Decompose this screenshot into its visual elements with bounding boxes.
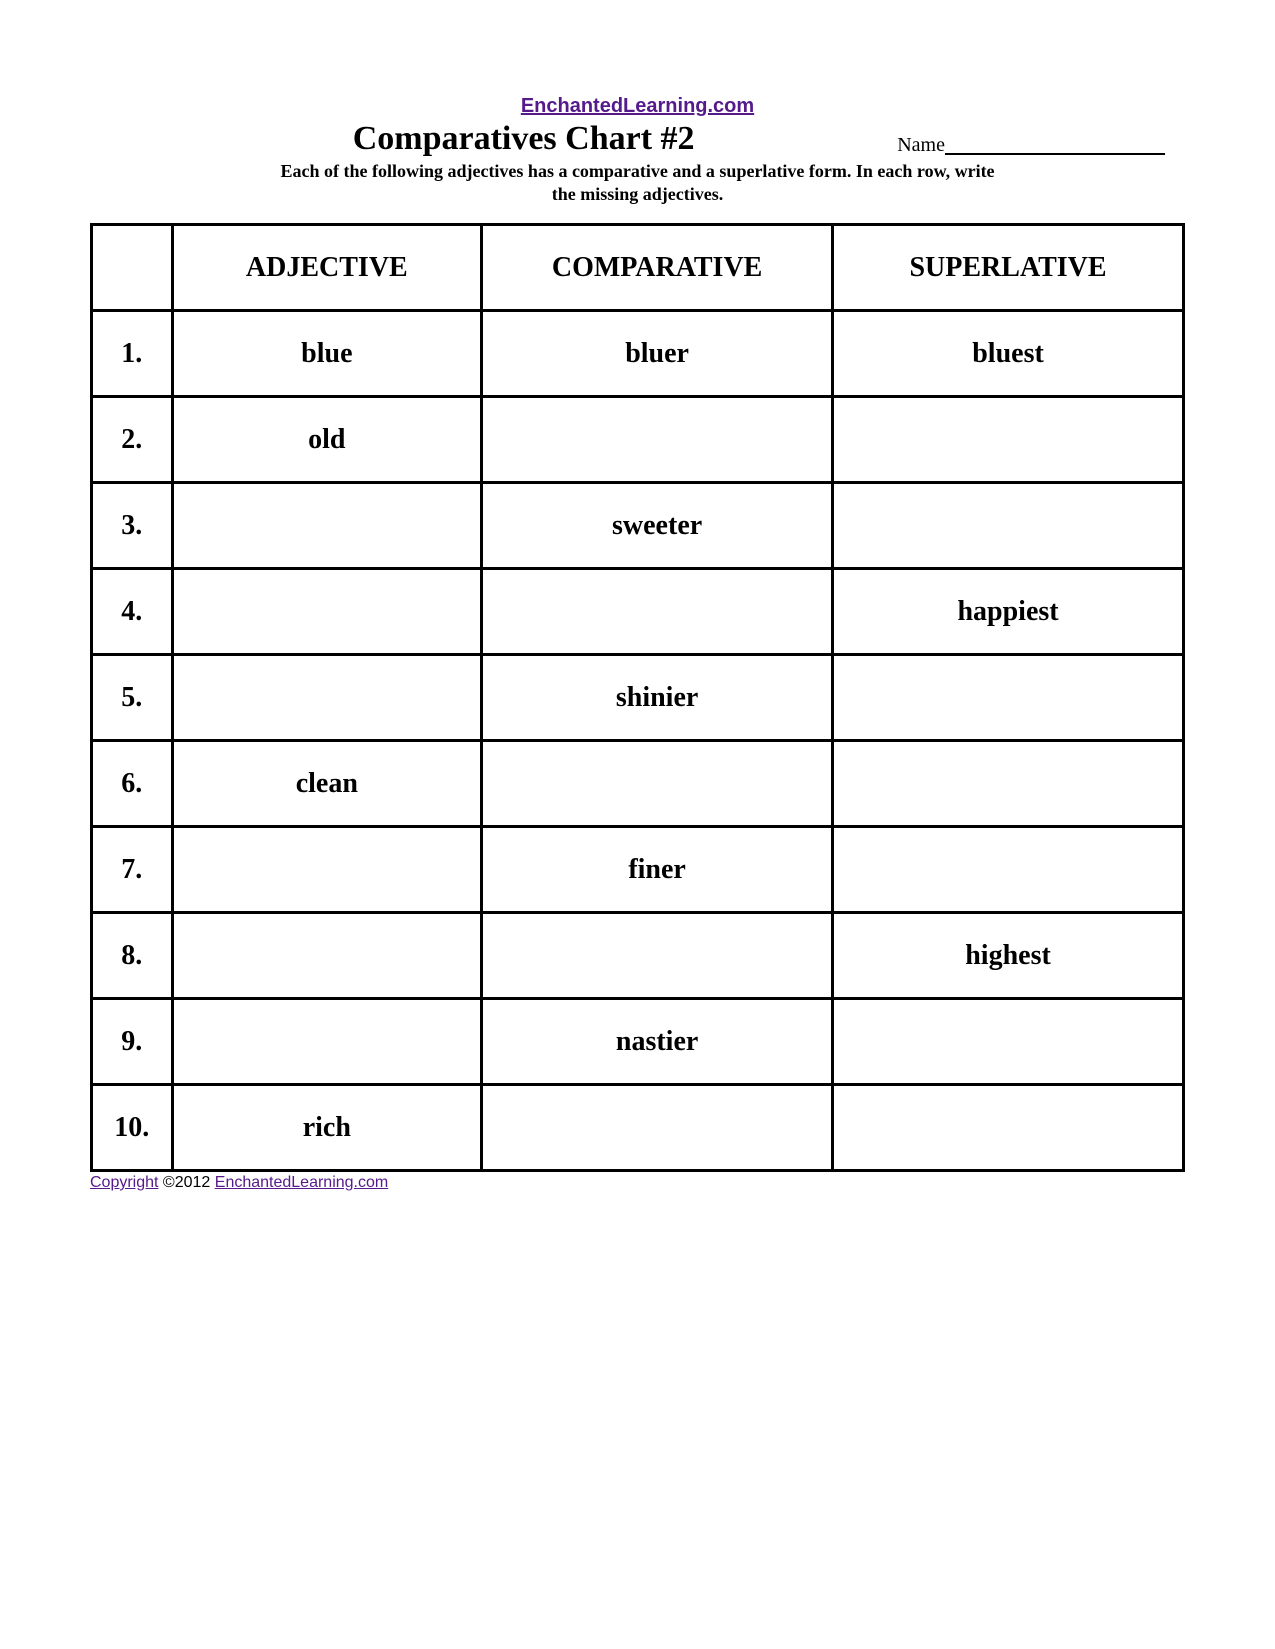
row-number: 1. xyxy=(92,311,173,397)
comparative-cell[interactable] xyxy=(482,741,833,827)
adjective-cell[interactable]: clean xyxy=(172,741,482,827)
site-link-bottom[interactable]: EnchantedLearning.com xyxy=(215,1174,388,1191)
comparative-cell[interactable]: nastier xyxy=(482,999,833,1085)
comparative-cell[interactable] xyxy=(482,913,833,999)
table-row: 8. highest xyxy=(92,913,1184,999)
row-number: 2. xyxy=(92,397,173,483)
adjective-cell[interactable]: old xyxy=(172,397,482,483)
superlative-cell[interactable] xyxy=(833,483,1184,569)
superlative-cell[interactable] xyxy=(833,655,1184,741)
header-row: Comparatives Chart #2 Name xyxy=(90,120,1185,158)
table-header-row: ADJECTIVE COMPARATIVE SUPERLATIVE xyxy=(92,225,1184,311)
copyright-link[interactable]: Copyright xyxy=(90,1174,158,1191)
name-field: Name xyxy=(897,120,1185,157)
comparatives-table: ADJECTIVE COMPARATIVE SUPERLATIVE 1.blue… xyxy=(90,223,1185,1172)
adjective-cell[interactable]: blue xyxy=(172,311,482,397)
adjective-cell[interactable] xyxy=(172,827,482,913)
instructions-text: Each of the following adjectives has a c… xyxy=(278,160,998,205)
row-number: 10. xyxy=(92,1085,173,1171)
table-row: 5. shinier xyxy=(92,655,1184,741)
table-row: 6.clean xyxy=(92,741,1184,827)
row-number: 8. xyxy=(92,913,173,999)
comparative-cell[interactable] xyxy=(482,569,833,655)
row-number: 6. xyxy=(92,741,173,827)
adjective-cell[interactable] xyxy=(172,655,482,741)
comparative-cell[interactable] xyxy=(482,1085,833,1171)
row-number: 7. xyxy=(92,827,173,913)
comparative-cell[interactable]: sweeter xyxy=(482,483,833,569)
superlative-cell[interactable] xyxy=(833,397,1184,483)
table-row: 4. happiest xyxy=(92,569,1184,655)
table-row: 10.rich xyxy=(92,1085,1184,1171)
header-left: Comparatives Chart #2 xyxy=(90,120,897,158)
comparative-cell[interactable]: bluer xyxy=(482,311,833,397)
name-blank-line[interactable] xyxy=(945,153,1165,155)
table-row: 7. finer xyxy=(92,827,1184,913)
copyright-year: ©2012 xyxy=(158,1174,214,1191)
adjective-cell[interactable]: rich xyxy=(172,1085,482,1171)
comparative-cell[interactable]: finer xyxy=(482,827,833,913)
page-title: Comparatives Chart #2 xyxy=(170,120,877,158)
table-row: 2.old xyxy=(92,397,1184,483)
col-header-blank xyxy=(92,225,173,311)
superlative-cell[interactable] xyxy=(833,999,1184,1085)
adjective-cell[interactable] xyxy=(172,913,482,999)
superlative-cell[interactable]: happiest xyxy=(833,569,1184,655)
col-header-adjective: ADJECTIVE xyxy=(172,225,482,311)
footer: Copyright ©2012 EnchantedLearning.com xyxy=(90,1174,1185,1192)
table-row: 9. nastier xyxy=(92,999,1184,1085)
superlative-cell[interactable]: bluest xyxy=(833,311,1184,397)
row-number: 3. xyxy=(92,483,173,569)
superlative-cell[interactable]: highest xyxy=(833,913,1184,999)
superlative-cell[interactable] xyxy=(833,741,1184,827)
superlative-cell[interactable] xyxy=(833,827,1184,913)
col-header-superlative: SUPERLATIVE xyxy=(833,225,1184,311)
row-number: 4. xyxy=(92,569,173,655)
site-link-top[interactable]: EnchantedLearning.com xyxy=(90,95,1185,118)
row-number: 9. xyxy=(92,999,173,1085)
name-label: Name xyxy=(897,134,945,156)
table-row: 3. sweeter xyxy=(92,483,1184,569)
col-header-comparative: COMPARATIVE xyxy=(482,225,833,311)
adjective-cell[interactable] xyxy=(172,999,482,1085)
comparative-cell[interactable]: shinier xyxy=(482,655,833,741)
comparative-cell[interactable] xyxy=(482,397,833,483)
row-number: 5. xyxy=(92,655,173,741)
adjective-cell[interactable] xyxy=(172,569,482,655)
table-row: 1.bluebluerbluest xyxy=(92,311,1184,397)
adjective-cell[interactable] xyxy=(172,483,482,569)
superlative-cell[interactable] xyxy=(833,1085,1184,1171)
